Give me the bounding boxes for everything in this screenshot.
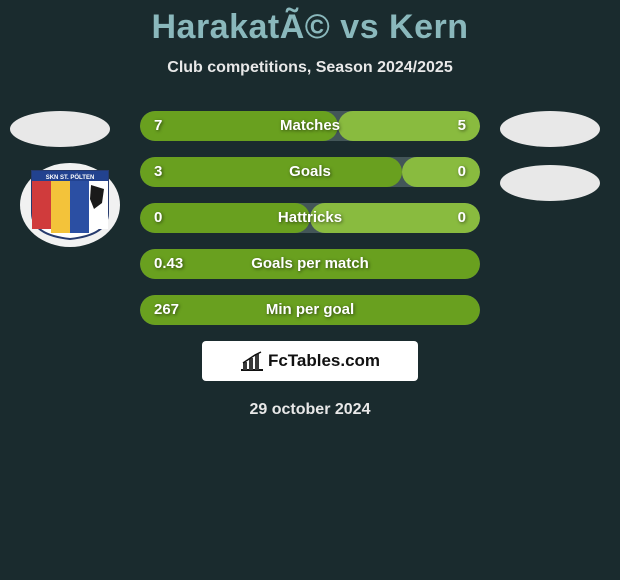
stat-label: Goals: [140, 157, 480, 187]
svg-text:SKN ST. PÖLTEN: SKN ST. PÖLTEN: [46, 174, 95, 181]
fctables-text: FcTables.com: [268, 351, 380, 371]
player-right-silhouette-body: [500, 165, 600, 201]
comparison-date: 29 october 2024: [0, 401, 620, 419]
stat-label: Hattricks: [140, 203, 480, 233]
fctables-badge: FcTables.com: [202, 341, 418, 381]
page-title: HarakatÃ© vs Kern: [0, 8, 620, 47]
stat-row: 75Matches: [140, 111, 480, 141]
stat-label: Min per goal: [140, 295, 480, 325]
player-left-silhouette-head: [10, 111, 110, 147]
bar-chart-icon: [240, 351, 264, 371]
stat-row: 0.43Goals per match: [140, 249, 480, 279]
page-subtitle: Club competitions, Season 2024/2025: [0, 59, 620, 77]
stat-row: 00Hattricks: [140, 203, 480, 233]
stat-row: 267Min per goal: [140, 295, 480, 325]
stat-row: 30Goals: [140, 157, 480, 187]
comparison-stage: SKN ST. PÖLTEN 75Matches 30Goals 00Hattric…: [0, 99, 620, 325]
stat-label: Matches: [140, 111, 480, 141]
player-right-silhouette-head: [500, 111, 600, 147]
club-crest-left: SKN ST. PÖLTEN: [20, 163, 120, 247]
comparison-bars: 75Matches 30Goals 00Hattricks 0.43Goals per…: [140, 99, 480, 325]
header: HarakatÃ© vs Kern Club competitions, Sea…: [0, 0, 620, 77]
stat-label: Goals per match: [140, 249, 480, 279]
crest-svg: SKN ST. PÖLTEN: [30, 169, 110, 241]
